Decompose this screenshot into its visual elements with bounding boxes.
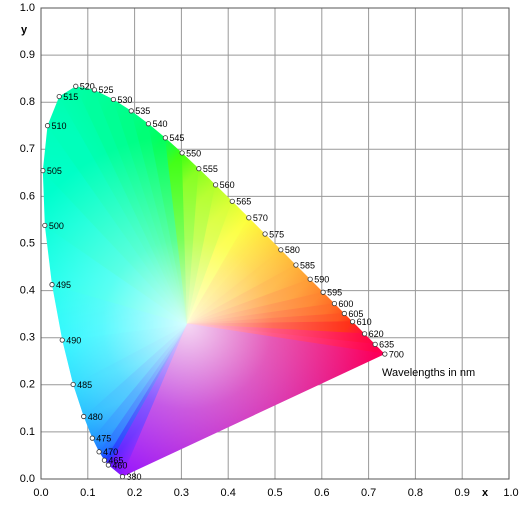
point-label: 545: [169, 133, 184, 143]
point: [96, 449, 102, 455]
point-label: 700: [389, 349, 404, 359]
y-tick-label: 0.4: [20, 285, 35, 297]
point: [293, 262, 299, 268]
point: [307, 276, 313, 282]
point-label: 580: [285, 245, 300, 255]
x-tick-label: 0.2: [127, 487, 142, 499]
y-tick-label: 0.1: [20, 426, 35, 438]
point: [119, 474, 126, 480]
point-label: 585: [300, 260, 315, 270]
point: [320, 289, 326, 295]
point: [262, 231, 268, 237]
point-label: 540: [152, 119, 167, 129]
point: [331, 300, 338, 307]
x-tick-label: 0.6: [314, 487, 329, 499]
point: [341, 310, 347, 317]
point-label: 570: [253, 213, 268, 223]
point-label: 520: [80, 82, 95, 92]
y-tick-label: 0.9: [20, 49, 35, 61]
x-axis-label: x: [482, 487, 489, 499]
point: [101, 457, 108, 463]
point-label: 500: [49, 221, 64, 231]
point: [362, 331, 368, 337]
x-tick-label: 0.0: [33, 487, 48, 499]
x-tick-label: 0.4: [221, 487, 236, 499]
y-axis-label: y: [21, 24, 28, 36]
point-label: 495: [56, 280, 71, 290]
point: [372, 341, 378, 347]
x-tick-label: 0.1: [80, 487, 95, 499]
y-tick-label: 0.5: [20, 237, 35, 249]
point-label: 510: [52, 121, 67, 131]
point: [105, 462, 111, 468]
point-label: 565: [236, 197, 251, 207]
point: [49, 282, 55, 288]
point-label: 535: [135, 106, 150, 116]
point-label: 460: [112, 460, 127, 470]
point: [59, 337, 65, 343]
x-tick-label: 0.8: [408, 487, 423, 499]
point-label: 555: [203, 164, 218, 174]
x-tick-label: 1.0: [503, 487, 518, 499]
y-tick-label: 0.7: [20, 143, 35, 155]
x-tick-label: 0.3: [174, 487, 189, 499]
y-tick-label: 1.0: [20, 2, 35, 14]
point-label: 465: [108, 456, 123, 466]
point: [179, 150, 185, 156]
point-label: 635: [379, 340, 394, 350]
y-tick-label: 0.6: [20, 190, 35, 202]
point-label: 515: [63, 92, 78, 102]
point: [128, 108, 134, 114]
point: [44, 123, 51, 129]
point-label: 575: [269, 229, 284, 239]
point: [70, 381, 76, 388]
y-tick-label: 0.3: [20, 332, 35, 344]
point-label: 605: [348, 309, 363, 319]
x-tick-label: 0.9: [455, 487, 470, 499]
point: [196, 166, 202, 172]
y-tick-label: 0.2: [20, 379, 35, 391]
marks: 3804604654704754804854904955005055105155…: [40, 82, 404, 482]
point: [278, 247, 284, 253]
point: [213, 182, 219, 188]
y-tick-label: 0.8: [20, 96, 35, 108]
point: [56, 93, 62, 100]
point-label: 550: [186, 148, 201, 158]
point-label: 475: [96, 433, 111, 443]
point-label: 595: [327, 288, 342, 298]
point: [162, 135, 168, 141]
y-tick-label: 0.0: [20, 473, 35, 485]
point: [110, 96, 116, 103]
point: [42, 222, 48, 229]
point: [229, 198, 235, 204]
point: [91, 87, 98, 93]
point-label: 620: [369, 329, 384, 339]
point-label: 560: [220, 180, 235, 190]
point-label: 610: [357, 317, 372, 327]
point: [81, 413, 87, 420]
point-label: 590: [314, 275, 329, 285]
point: [382, 351, 388, 357]
x-tick-label: 0.7: [361, 487, 376, 499]
point-label: 490: [66, 335, 81, 345]
annotation: Wavelengths in nm: [382, 367, 475, 379]
point-label: 600: [338, 299, 353, 309]
gamut: [42, 86, 385, 477]
plot-frame: [40, 7, 510, 480]
point: [246, 215, 252, 221]
point-label: 380: [126, 472, 141, 482]
point: [349, 319, 356, 325]
x-tick-label: 0.5: [267, 487, 282, 499]
point: [89, 435, 95, 441]
point-label: 480: [88, 412, 103, 422]
point-label: 525: [98, 85, 113, 95]
point-label: 485: [77, 380, 92, 390]
point-label: 470: [103, 447, 118, 457]
point-label: 530: [117, 95, 132, 105]
point-label: 505: [47, 166, 62, 176]
point: [145, 121, 152, 127]
point: [73, 83, 79, 89]
